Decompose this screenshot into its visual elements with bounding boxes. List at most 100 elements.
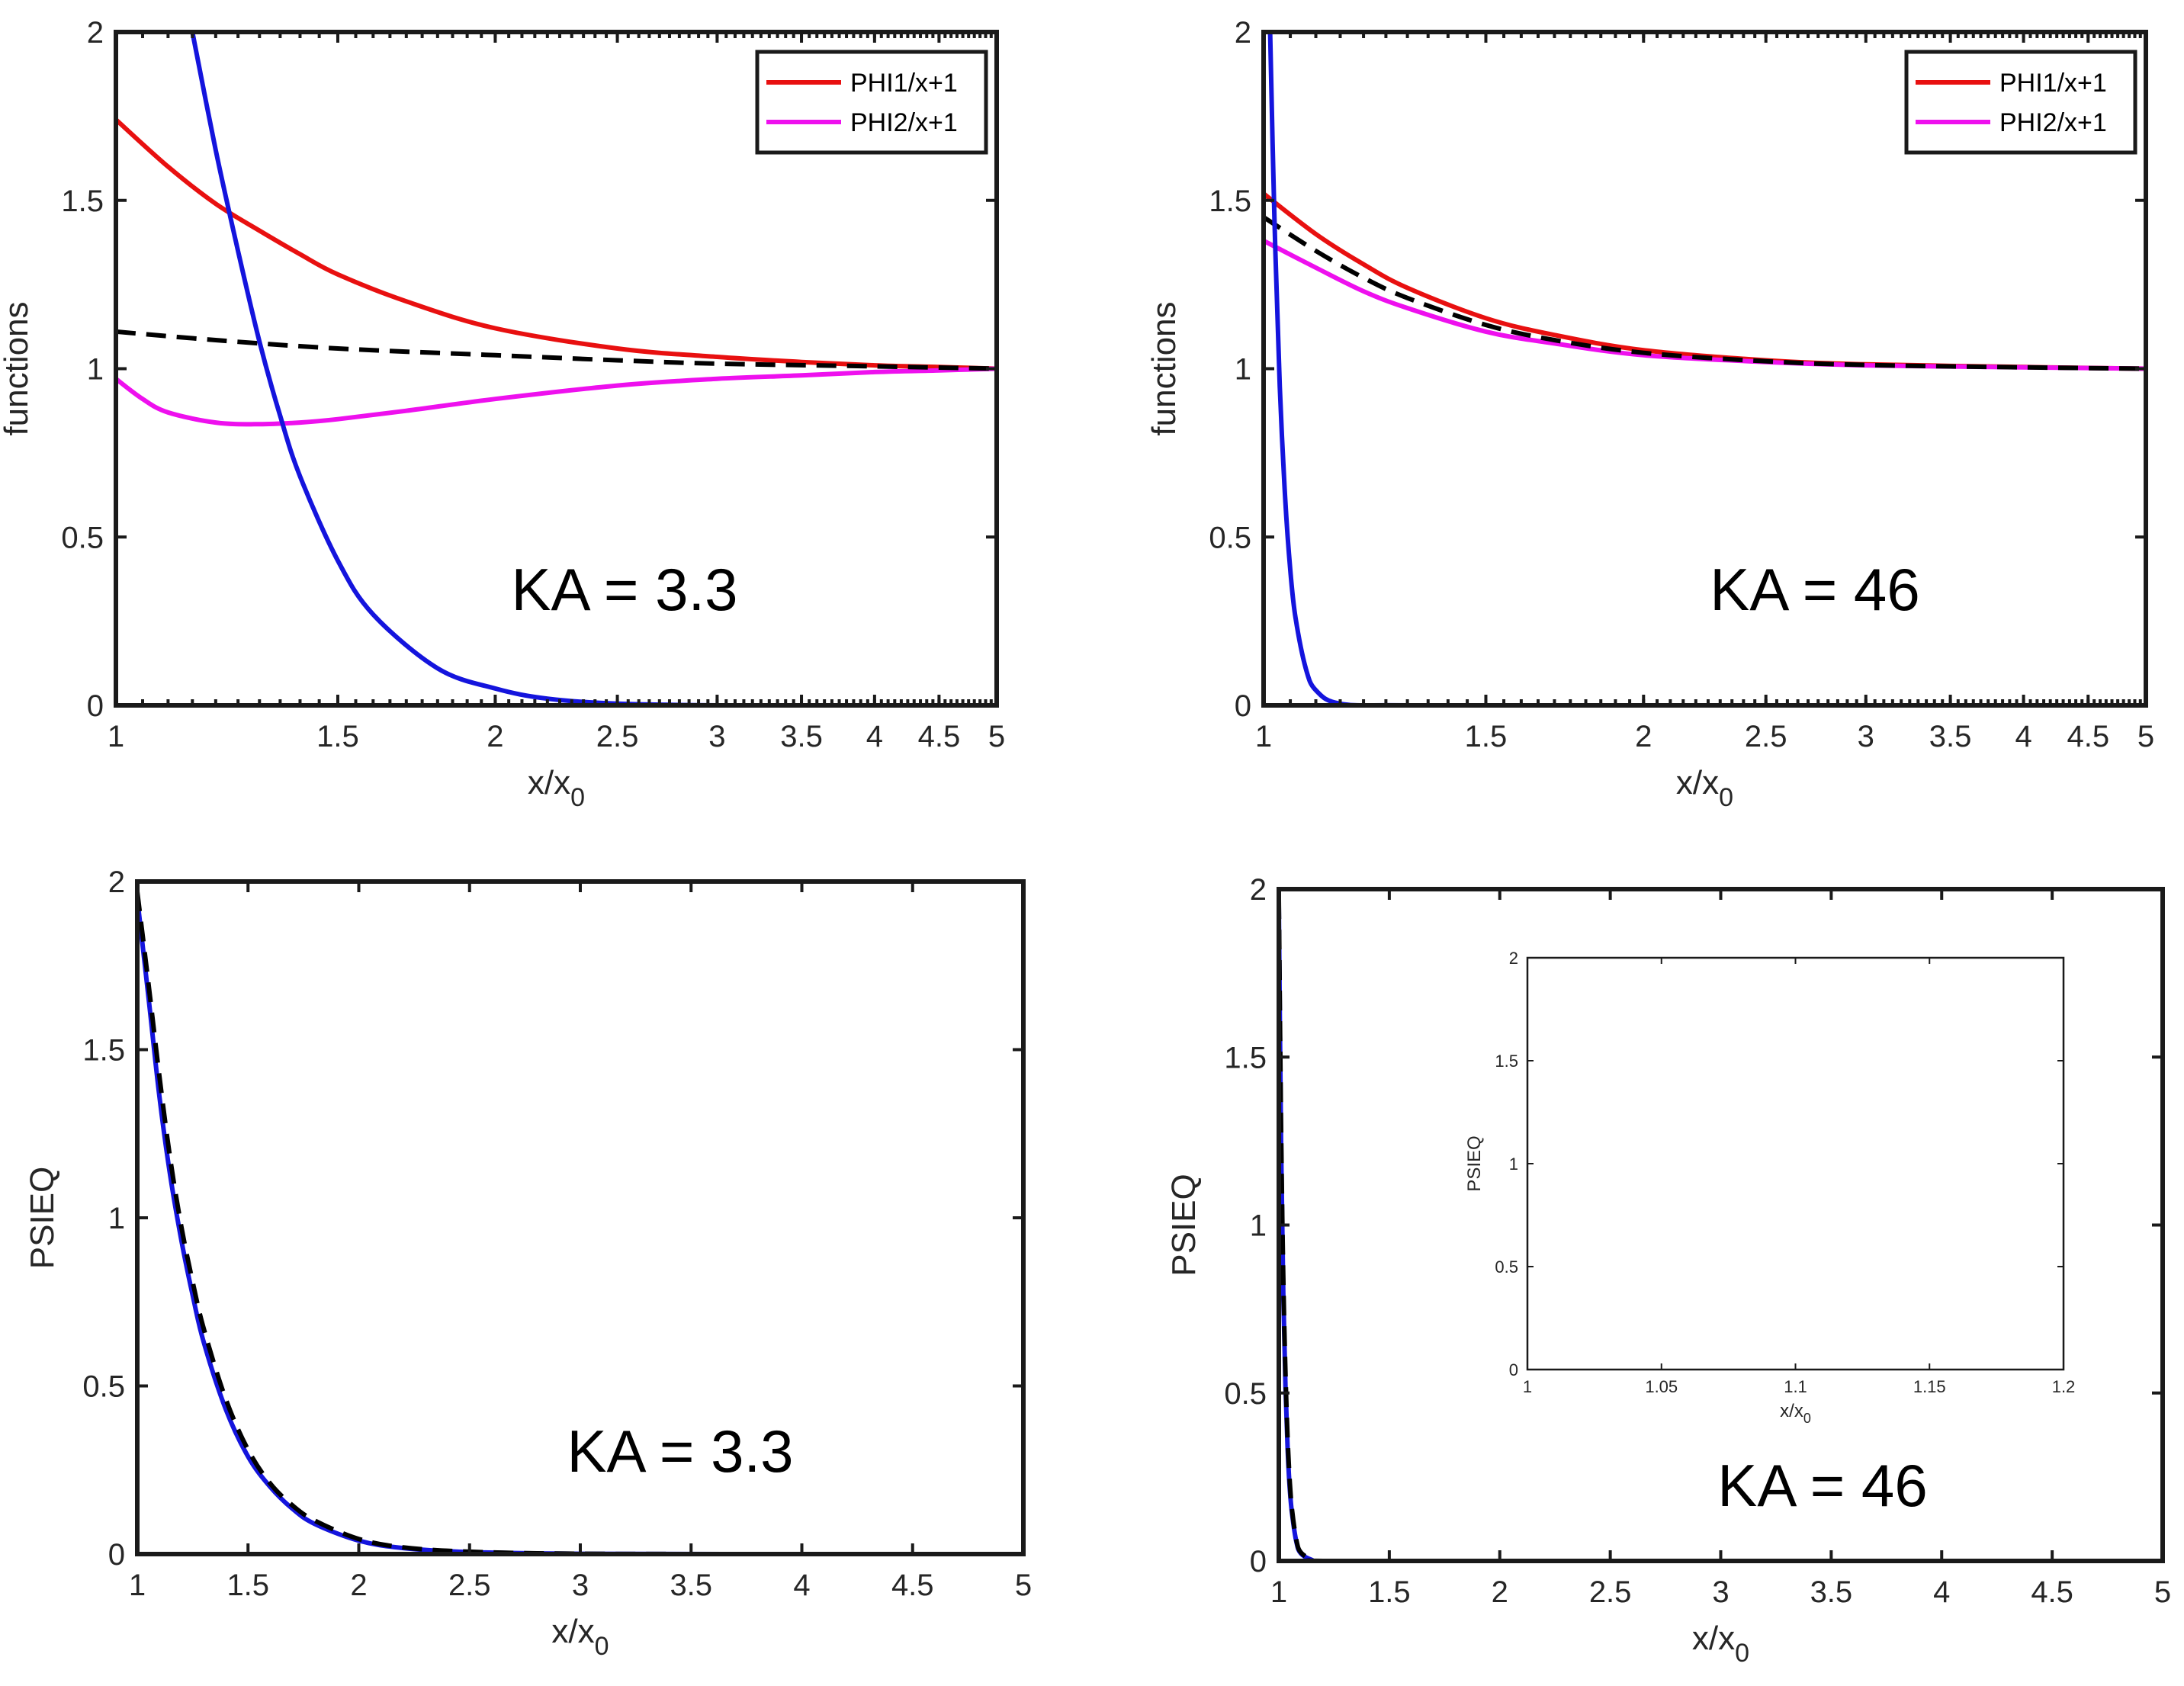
top-left-x-tick-label: 5 xyxy=(988,720,1005,753)
bottom-right-inset-y-tick-label: 2 xyxy=(1509,949,1518,968)
bottom-left-y-axis-label: PSIEQ xyxy=(24,1167,61,1270)
top-right-y-axis-label: functions xyxy=(1145,301,1183,435)
bottom-right-x-tick-label: 2.5 xyxy=(1589,1575,1632,1609)
top-right-series-phi1-x-1-line xyxy=(1264,191,2146,371)
bottom-right-x-tick-label: 2 xyxy=(1492,1575,1508,1609)
top-left-annotation: KA = 3.3 xyxy=(511,556,737,623)
bottom-right-series-dashed-line xyxy=(1279,899,2163,1561)
bottom-left-x-tick-label: 4 xyxy=(793,1569,810,1602)
bottom-left-x-tick-label: 3 xyxy=(572,1569,589,1602)
top-left-y-tick-label: 2 xyxy=(87,16,104,50)
top-left-x-tick-label: 1 xyxy=(108,720,124,753)
bottom-left-x-axis-label: x/x0 xyxy=(551,1613,609,1661)
bottom-right-inset-y-tick-label: 0 xyxy=(1509,1360,1518,1379)
top-right-series-dashed-line xyxy=(1264,215,2146,371)
bottom-left-x-tick-label: 2.5 xyxy=(448,1569,491,1602)
bottom-left-x-tick-label: 3.5 xyxy=(670,1569,712,1602)
bottom-right-plot-area xyxy=(1279,899,2163,1561)
bottom-left-y-tick-label: 0 xyxy=(108,1538,125,1572)
top-left-x-tick-label: 1.5 xyxy=(316,720,359,753)
panel-top-right: 1 1.5 2 2.5 3 3.5 4 4.5 500.511.52x/x0functionsP… xyxy=(1145,16,2154,812)
bottom-right-y-tick-label: 1.5 xyxy=(1224,1041,1267,1074)
bottom-left-x-axis-label-main: x/x xyxy=(551,1613,594,1650)
top-left-y-tick-label: 1.5 xyxy=(61,185,104,218)
bottom-right-inset-x-tick-label: 1.15 xyxy=(1913,1377,1946,1396)
bottom-left-annotation: KA = 3.3 xyxy=(567,1418,793,1485)
top-right-series-phi2-x-1-line xyxy=(1264,238,2146,371)
bottom-right-x-tick-label: 1 xyxy=(1270,1575,1287,1609)
bottom-right-inset-y-tick-label: 0.5 xyxy=(1495,1257,1518,1277)
bottom-right-inset-y-tick-label: 1.5 xyxy=(1495,1052,1518,1071)
top-left-series-phi2-x-1-line xyxy=(116,366,997,427)
bottom-right-y-tick-label: 0.5 xyxy=(1224,1377,1267,1411)
bottom-right-x-axis-label: x/x0 xyxy=(1692,1620,1749,1668)
bottom-left-y-tick-label: 1.5 xyxy=(82,1034,125,1068)
top-left-y-axis-label: functions xyxy=(0,301,35,435)
top-left-x-axis-label: x/x0 xyxy=(528,764,585,812)
bottom-right-inset-y-tick-label: 1 xyxy=(1509,1155,1518,1174)
bottom-left-y-tick-label: 2 xyxy=(108,865,125,899)
top-left-legend-box xyxy=(755,50,988,155)
top-right-y-tick-label: 1 xyxy=(1235,353,1251,387)
bottom-left-x-tick-label: 5 xyxy=(1015,1569,1032,1602)
top-right-x-tick-label: 1 xyxy=(1255,720,1272,753)
top-right-y-tick-label: 0.5 xyxy=(1209,521,1251,554)
top-right-y-tick-label: 1.5 xyxy=(1209,185,1251,218)
bottom-left-y-tick-label: 1 xyxy=(108,1202,125,1235)
bottom-left-x-tick-label: 2 xyxy=(350,1569,367,1602)
top-left-series-dashed-line xyxy=(116,329,997,371)
top-right-x-tick-label: 5 xyxy=(2137,720,2154,753)
bottom-left-x-tick-label: 1.5 xyxy=(226,1569,269,1602)
bottom-right-inset-x-tick-label: 1.2 xyxy=(2052,1377,2076,1396)
bottom-right-y-tick-label: 1 xyxy=(1250,1209,1267,1243)
top-right-x-tick-label: 2.5 xyxy=(1745,720,1787,753)
top-right-x-axis-label: x/x0 xyxy=(1676,764,1733,812)
top-right-annotation: KA = 46 xyxy=(1710,556,1919,623)
top-left-x-tick-label: 2.5 xyxy=(596,720,639,753)
bottom-right-x-tick-label: 3.5 xyxy=(1810,1575,1853,1609)
top-left-series-phi1-x-1-line xyxy=(116,117,997,371)
top-left-x-tick-label: 4.5 xyxy=(918,720,961,753)
bottom-right-inset-y-axis-label: PSIEQ xyxy=(1464,1135,1485,1191)
top-left-x-tick-label: 3.5 xyxy=(780,720,823,753)
top-right-x-axis-label-subscript: 0 xyxy=(1719,783,1733,812)
top-right-legend-label-2: PHI2/x+1 xyxy=(1999,108,2107,137)
top-right-x-axis-label-main: x/x xyxy=(1676,764,1719,801)
top-left-x-tick-label: 4 xyxy=(866,720,883,753)
bottom-right-inset-x-axis-label-main: x/x xyxy=(1780,1401,1803,1421)
bottom-left-y-tick-label: 0.5 xyxy=(82,1370,125,1404)
bottom-right-x-tick-label: 4 xyxy=(1933,1575,1950,1609)
bottom-left-x-tick-label: 4.5 xyxy=(891,1569,934,1602)
bottom-right-x-axis-label-subscript: 0 xyxy=(1735,1639,1749,1668)
bottom-right-y-tick-label: 2 xyxy=(1250,873,1267,907)
top-right-x-tick-label: 1.5 xyxy=(1465,720,1508,753)
bottom-right-x-tick-label: 1.5 xyxy=(1368,1575,1411,1609)
panel-top-left: 1 1.5 2 2.5 3 3.5 4 4.5 500.511.52x/x0functionsP… xyxy=(0,16,1005,812)
top-left-x-tick-label: 2 xyxy=(487,720,503,753)
bottom-right-y-tick-label: 0 xyxy=(1250,1545,1267,1578)
top-right-y-tick-label: 2 xyxy=(1235,16,1251,50)
top-right-y-tick-label: 0 xyxy=(1235,689,1251,723)
top-left-plot-area xyxy=(116,32,997,705)
top-left-legend-label-1: PHI1/x+1 xyxy=(850,69,958,98)
bottom-right-inset-x-tick-label: 1.05 xyxy=(1645,1377,1678,1396)
top-right-legend: PHI1/x+1 PHI2/x+1 xyxy=(1904,50,2137,155)
bottom-left-x-tick-label: 1 xyxy=(129,1569,146,1602)
top-right-x-tick-label: 3.5 xyxy=(1929,720,1972,753)
bottom-right-inset-axes-frame xyxy=(1526,956,2065,1371)
bottom-right-x-tick-label: 3 xyxy=(1712,1575,1729,1609)
top-right-x-tick-label: 4.5 xyxy=(2067,720,2109,753)
bottom-left-x-axis-label-subscript: 0 xyxy=(595,1632,609,1661)
top-right-x-tick-label: 4 xyxy=(2015,720,2031,753)
top-left-series-blue-line xyxy=(190,32,997,705)
top-left-y-tick-label: 0 xyxy=(87,689,104,723)
bottom-right-inset-x-axis-label-subscript: 0 xyxy=(1803,1411,1811,1426)
bottom-right-inset-x-tick-label: 1 xyxy=(1523,1377,1532,1396)
bottom-right-inset-x-axis-label: x/x0 xyxy=(1780,1401,1811,1426)
bottom-right-inset-x-tick-label: 1.1 xyxy=(1784,1377,1807,1396)
top-left-y-tick-label: 0.5 xyxy=(61,521,104,554)
bottom-right-x-axis-label-main: x/x xyxy=(1692,1620,1735,1657)
bottom-right-x-tick-label: 5 xyxy=(2154,1575,2171,1609)
